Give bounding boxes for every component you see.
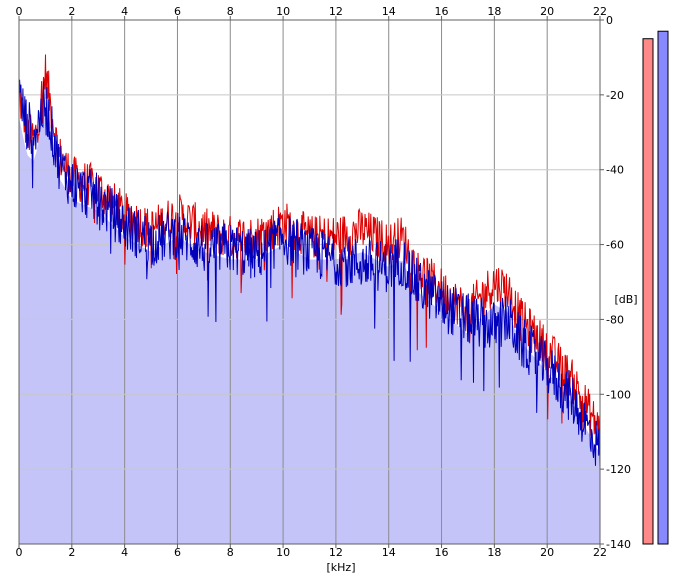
x-tick-label-bottom: 12 xyxy=(329,546,343,559)
x-tick-label-top: 12 xyxy=(329,5,343,18)
x-tick-label-top: 22 xyxy=(593,5,607,18)
y-tick-label: -40 xyxy=(606,164,624,177)
x-tick-label-bottom: 2 xyxy=(68,546,75,559)
x-tick-label-top: 8 xyxy=(227,5,234,18)
y-tick-label: -20 xyxy=(606,89,624,102)
x-tick-label-top: 16 xyxy=(435,5,449,18)
level-meter-right xyxy=(657,30,669,545)
x-tick-label-bottom: 0 xyxy=(16,546,23,559)
x-tick-label-top: 2 xyxy=(68,5,75,18)
x-tick-label-top: 10 xyxy=(276,5,290,18)
x-tick-label-bottom: 18 xyxy=(487,546,501,559)
x-tick-label-bottom: 22 xyxy=(593,546,607,559)
spectrum-area xyxy=(19,96,600,544)
x-tick-label-top: 14 xyxy=(382,5,396,18)
x-tick-label-top: 18 xyxy=(487,5,501,18)
spectrum-series xyxy=(18,54,601,469)
x-tick-label-bottom: 8 xyxy=(227,546,234,559)
x-tick-label-top: 4 xyxy=(121,5,128,18)
level-meters xyxy=(642,30,669,545)
level-meter-left xyxy=(642,38,654,545)
plot-frame xyxy=(18,19,601,545)
x-tick-label-bottom: 16 xyxy=(435,546,449,559)
x-tick-label-bottom: 10 xyxy=(276,546,290,559)
y-tick-label: -120 xyxy=(606,463,631,476)
y-tick-label: -140 xyxy=(606,538,631,551)
y-tick-label: -60 xyxy=(606,239,624,252)
spectrum-fill xyxy=(19,96,600,544)
y-tick-label: -100 xyxy=(606,388,631,401)
x-tick-label-top: 0 xyxy=(16,5,23,18)
x-tick-label-top: 6 xyxy=(174,5,181,18)
x-tick-label-bottom: 6 xyxy=(174,546,181,559)
x-axis-label: [kHz] xyxy=(327,561,356,574)
series-line-blue xyxy=(18,79,601,469)
y-axis-label: [dB] xyxy=(614,293,637,306)
y-tick-label: 0 xyxy=(606,14,613,27)
x-tick-label-top: 20 xyxy=(540,5,554,18)
x-tick-label-bottom: 14 xyxy=(382,546,396,559)
axes: 002244668810101212141416161818202022220-… xyxy=(16,5,631,559)
y-tick-label: -80 xyxy=(606,313,624,326)
x-tick-label-bottom: 4 xyxy=(121,546,128,559)
x-tick-label-bottom: 20 xyxy=(540,546,554,559)
